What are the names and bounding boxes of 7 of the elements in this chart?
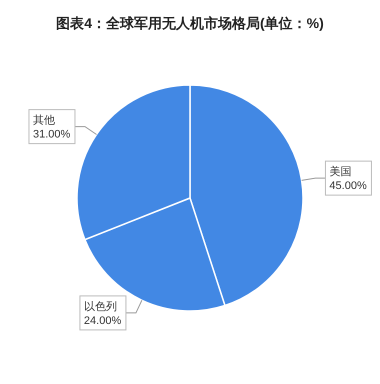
data-label: 31.00% [32,128,70,141]
slice-label: 其他 [32,114,55,127]
data-label: 45.00% [329,180,367,192]
data-label: 24.00% [84,314,122,327]
slice-label: 美国 [329,165,352,178]
slice-label: 以色列 [84,300,117,313]
chart-title: 图表4：全球军用无人机市场格局(单位：%) [56,15,324,31]
